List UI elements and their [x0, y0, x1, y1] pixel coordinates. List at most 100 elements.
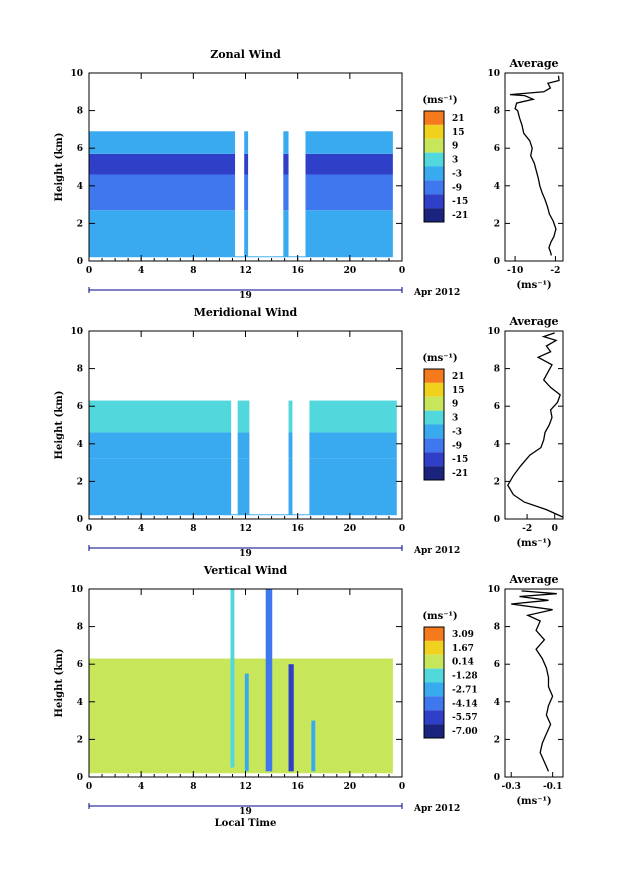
colorbar-tick-label: -21: [452, 469, 468, 479]
colorbar-segment: [424, 138, 444, 153]
data-gap-1: [248, 73, 284, 257]
y-tick-label: 4: [77, 182, 83, 192]
y-axis-label: Height (km): [54, 133, 65, 202]
average-frame: [504, 330, 564, 520]
average-x-tick-label: -2: [550, 266, 560, 276]
colorbar-segment: [424, 696, 444, 711]
x-tick-label: 0: [399, 782, 405, 792]
average-frame: [504, 588, 564, 778]
colorbar-segment: [424, 194, 444, 209]
colorbar-tick-label: -2.71: [452, 685, 478, 695]
heatmap-field: [89, 331, 397, 516]
field-band-0: [89, 458, 397, 516]
average-y-tick-label: 2: [494, 477, 500, 487]
average-x-tick-label: -2: [522, 524, 532, 534]
colorbar-segment: [424, 396, 444, 411]
colorbar-segment: [424, 166, 444, 181]
average-y-tick-label: 8: [494, 623, 500, 633]
panel-title: Vertical Wind: [203, 564, 288, 577]
y-tick-label: 0: [77, 515, 83, 525]
colorbar-segment: [424, 452, 444, 467]
colorbar-tick-label: -7.00: [452, 727, 478, 737]
average-y-tick-label: 10: [487, 69, 500, 79]
y-tick-label: 2: [77, 219, 83, 229]
x-tick-label: 4: [138, 524, 144, 534]
colorbar-frame: [423, 626, 445, 739]
field-streak-4: [311, 720, 316, 772]
colorbar-segment: [424, 152, 444, 167]
colorbar-segment: [424, 724, 444, 738]
data-gap-2: [292, 331, 310, 515]
date-day-label: 19: [239, 549, 252, 559]
x-tick-label: 4: [138, 266, 144, 276]
colorbar-tick-label: -4.14: [452, 699, 478, 709]
colorbar-tick-label: -3: [452, 427, 462, 437]
y-tick-label: 2: [77, 477, 83, 487]
field-band-2: [89, 400, 397, 433]
average-y-tick-label: 6: [494, 660, 500, 670]
colorbar-tick-label: -15: [452, 455, 468, 465]
average-y-tick-label: 2: [494, 219, 500, 229]
colorbar-tick-label: -15: [452, 197, 468, 207]
data-gap-0: [231, 331, 238, 515]
x-tick-label: 12: [239, 266, 252, 276]
y-tick-label: 4: [77, 440, 83, 450]
colorbar-tick-label: -9: [452, 441, 462, 451]
average-x-tick-label: -10: [507, 266, 523, 276]
colorbar-segment: [424, 466, 444, 480]
x-tick-label: 8: [190, 266, 196, 276]
average-x-label: (ms⁻¹): [516, 796, 551, 807]
colorbar-tick-label: 9: [452, 400, 458, 410]
average-y-tick-label: 6: [494, 144, 500, 154]
colorbar-tick-label: -5.57: [452, 713, 478, 723]
colorbar-tick-label: 21: [452, 372, 465, 382]
x-tick-label: 8: [190, 782, 196, 792]
average-y-tick-label: 8: [494, 365, 500, 375]
x-tick-label: 16: [291, 524, 304, 534]
average-y-tick-label: 2: [494, 735, 500, 745]
average-y-tick-label: 4: [494, 182, 500, 192]
colorbar-unit: (ms⁻¹): [422, 95, 457, 106]
x-tick-label: 8: [190, 524, 196, 534]
colorbar-segment: [424, 668, 444, 683]
average-x-label: (ms⁻¹): [516, 280, 551, 291]
colorbar-segment: [424, 640, 444, 655]
average-y-tick-label: 4: [494, 440, 500, 450]
y-tick-label: 10: [70, 327, 83, 337]
colorbar-segment: [424, 382, 444, 397]
x-tick-label: 20: [344, 524, 357, 534]
x-tick-label: 0: [86, 266, 92, 276]
average-y-tick-label: 10: [487, 327, 500, 337]
y-tick-label: 0: [77, 257, 83, 267]
field-streak-1: [265, 589, 273, 772]
colorbar-segment: [424, 410, 444, 425]
colorbar-tick-label: 3: [452, 414, 458, 424]
colorbar-tick-label: 3: [452, 156, 458, 166]
y-tick-label: 8: [77, 107, 83, 117]
x-tick-label: 16: [291, 782, 304, 792]
x-tick-label: 0: [399, 266, 405, 276]
colorbar-segment: [424, 682, 444, 697]
colorbar-tick-label: 0.14: [452, 658, 474, 668]
x-tick-label: 20: [344, 266, 357, 276]
heatmap-field: [89, 73, 393, 258]
colorbar-segment: [424, 627, 444, 641]
average-y-tick-label: 8: [494, 107, 500, 117]
y-tick-label: 6: [77, 402, 83, 412]
colorbar-tick-label: -1.28: [452, 672, 478, 682]
x-axis-label: Local Time: [215, 818, 277, 829]
field-band-1: [89, 432, 397, 459]
colorbar-tick-label: -3: [452, 169, 462, 179]
average-y-tick-label: 4: [494, 698, 500, 708]
average-profile-line: [509, 75, 560, 256]
average-frame: [504, 72, 564, 262]
y-tick-label: 8: [77, 623, 83, 633]
average-x-tick-label: -0.3: [502, 782, 521, 792]
colorbar-frame: [423, 368, 445, 481]
x-tick-label: 12: [239, 524, 252, 534]
colorbar-segment: [424, 710, 444, 725]
